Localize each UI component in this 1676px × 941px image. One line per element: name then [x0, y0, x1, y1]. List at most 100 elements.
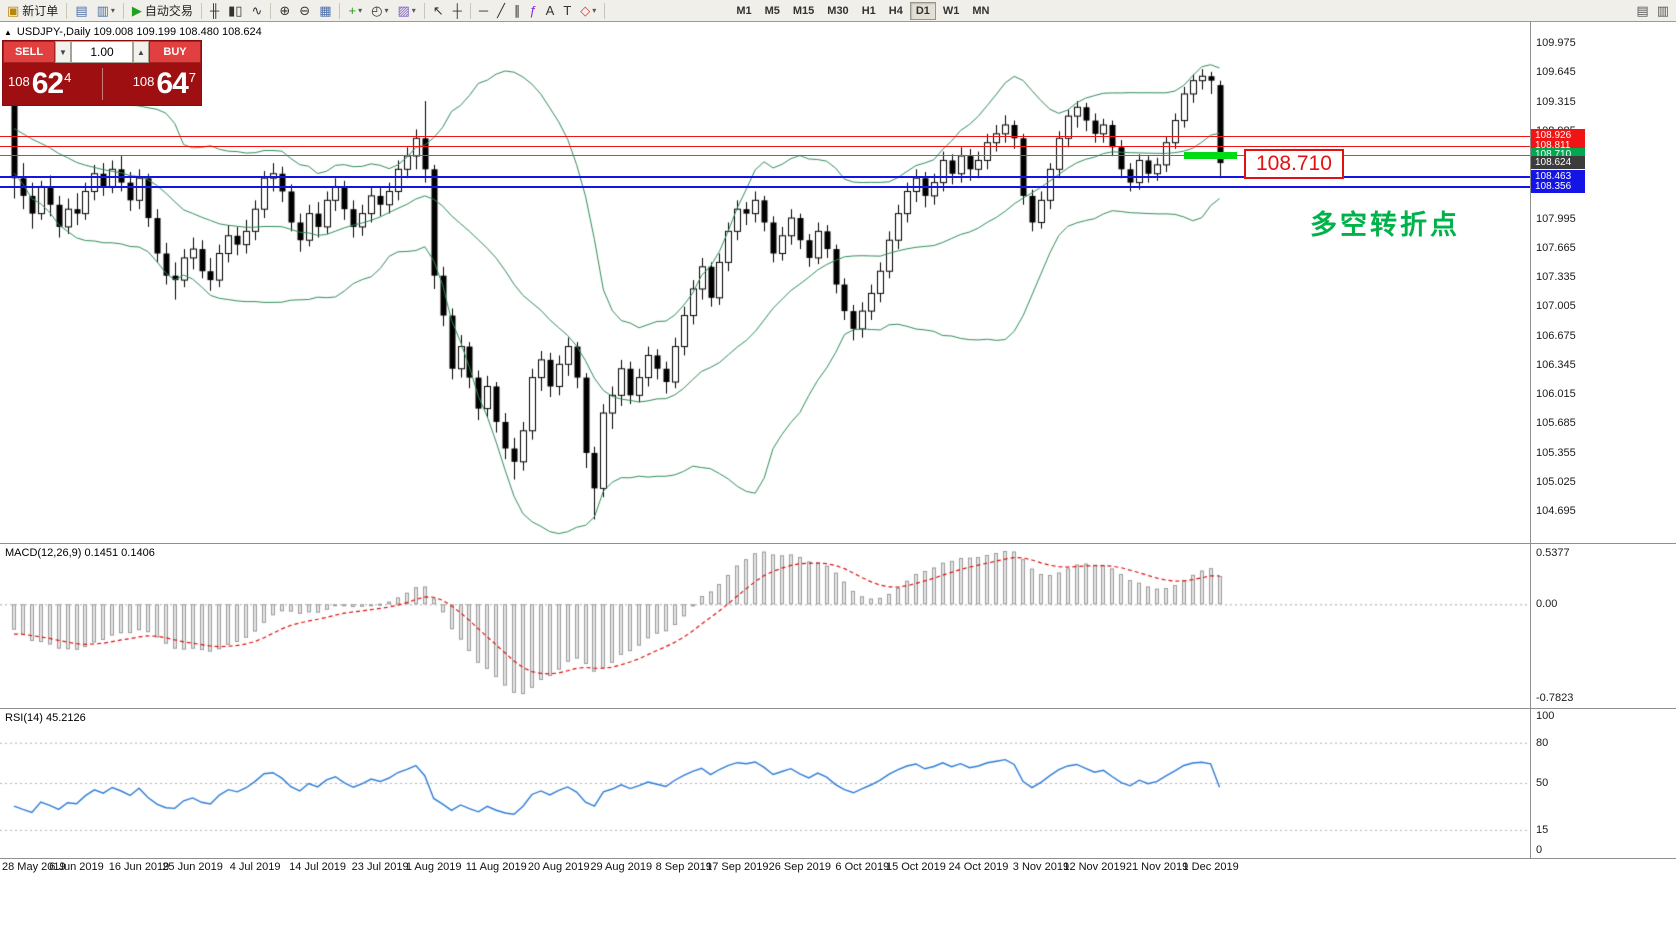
candlestick-type-button[interactable]: ▮▯	[224, 1, 246, 21]
macd-label: MACD(12,26,9) 0.1451 0.1406	[5, 547, 155, 559]
zoom-out-icon: ⊖	[299, 2, 311, 18]
timeframe-d1-button[interactable]: D1	[909, 1, 936, 20]
horizontal-level-line[interactable]	[0, 146, 1530, 148]
dropdown-arrow-icon[interactable]: ▾	[384, 6, 389, 15]
horizontal-level-line[interactable]	[0, 176, 1530, 179]
dropdown-arrow-icon[interactable]: ▾	[592, 6, 597, 15]
date-label: 15 Oct 2019	[885, 861, 946, 873]
charts-bar-button[interactable]: ▤	[71, 1, 91, 21]
horizontal-level-line[interactable]	[0, 185, 1530, 188]
volume-spinner[interactable]: ▲	[133, 41, 149, 63]
dropdown-arrow-icon[interactable]: ▾	[358, 6, 363, 15]
sell-button[interactable]: SELL	[3, 41, 55, 63]
templates-icon: ▨	[397, 2, 410, 18]
horizontal-level-line[interactable]	[0, 155, 1530, 157]
fibonacci-icon: ƒ	[529, 2, 537, 18]
rsi-axis-label: 50	[1536, 777, 1549, 789]
price-axis-label: 105.355	[1536, 446, 1576, 459]
timeframe-w1-button[interactable]: W1	[942, 4, 960, 17]
date-label: 6 Jun 2019	[49, 861, 104, 873]
sell-price[interactable]: 108624	[3, 67, 102, 101]
fibonacci-button[interactable]: ƒ	[525, 1, 540, 21]
price-tag: 108.356	[1531, 179, 1585, 193]
toolbar-right-group: ▤ ▥	[1632, 1, 1673, 21]
new-order-button[interactable]: ▣ 新订单	[3, 1, 62, 21]
panel-separator	[0, 858, 1676, 859]
horizontal-level-line[interactable]	[0, 135, 1530, 137]
price-axis-label: 107.005	[1536, 300, 1576, 313]
autotrade-button-label: 自动交易	[144, 4, 193, 18]
macd-panel-canvas[interactable]	[0, 543, 1530, 708]
panel-separator[interactable]	[0, 708, 1676, 709]
price-axis-border	[1530, 22, 1531, 858]
equidistant-channel-button[interactable]: ∥	[510, 1, 525, 21]
price-axis-label: 107.995	[1536, 212, 1576, 225]
dropdown-arrow-icon[interactable]: ▾	[411, 6, 416, 15]
dropdown-arrow-icon[interactable]: ▾	[110, 6, 115, 15]
trendline-button[interactable]: ╱	[493, 1, 509, 21]
bar-chart-type-button[interactable]: ╫	[206, 1, 223, 21]
buy-price[interactable]: 108647	[103, 67, 202, 101]
timeframe-h1-button[interactable]: H1	[861, 4, 876, 17]
cursor-button[interactable]: ↖	[429, 1, 448, 21]
date-label: 11 Aug 2019	[465, 861, 527, 873]
timeframe-m15-button[interactable]: M15	[792, 4, 815, 17]
print-icon: ▤	[1636, 2, 1649, 18]
symbol-ohlc-text: USDJPY-,Daily 109.008 109.199 108.480 10…	[16, 26, 262, 38]
snapshot-button[interactable]: ▥	[1653, 1, 1673, 21]
sell-price-base: 108	[8, 74, 30, 89]
one-click-panel-toggle-icon[interactable]: ▲	[4, 27, 12, 37]
price-axis-label: 106.345	[1536, 358, 1576, 371]
print-button[interactable]: ▤	[1632, 1, 1652, 21]
timeframe-h4-button[interactable]: H4	[888, 4, 903, 17]
zoom-out-button[interactable]: ⊖	[295, 1, 314, 21]
price-axis-label: 105.025	[1536, 475, 1576, 488]
date-label: 12 Nov 2019	[1063, 861, 1126, 873]
volume-input[interactable]	[71, 41, 133, 63]
main-chart-canvas[interactable]	[0, 22, 1530, 543]
horizontal-line-button[interactable]: ─	[475, 1, 492, 21]
arrows-button[interactable]: ◇ ▾	[576, 1, 600, 21]
text-button[interactable]: A	[542, 1, 559, 21]
autotrade-button[interactable]: ▶ 自动交易	[128, 1, 197, 21]
crosshair-button[interactable]: ┼	[449, 1, 466, 21]
macd-axis-label: 0.00	[1536, 598, 1558, 611]
rsi-panel-canvas[interactable]	[0, 708, 1530, 858]
text-label-icon: T	[563, 2, 572, 18]
price-axis-label: 106.675	[1536, 329, 1576, 342]
zoom-in-button[interactable]: ⊕	[275, 1, 294, 21]
buy-price-pip: 7	[188, 70, 196, 85]
highlighted-level-segment[interactable]	[1183, 151, 1238, 159]
order-type-dropdown[interactable]: ▼	[55, 41, 71, 63]
timeframe-mn-button[interactable]: MN	[972, 4, 990, 17]
toolbar-separator	[469, 2, 471, 19]
price-axis-label: 106.015	[1536, 388, 1576, 400]
timeframe-m1-button[interactable]: M1	[736, 4, 752, 17]
panel-separator[interactable]	[0, 543, 1676, 544]
toolbar-separator	[122, 2, 124, 19]
equidistant-channel-icon: ∥	[513, 2, 521, 18]
sell-price-pip: 4	[64, 70, 72, 85]
price-callout[interactable]: 108.710	[1244, 149, 1344, 179]
cursor-icon: ↖	[432, 2, 444, 18]
indicators-icon: +	[348, 2, 357, 18]
periods-button[interactable]: ◴ ▾	[367, 1, 392, 21]
line-chart-type-button[interactable]: ∿	[247, 1, 266, 21]
charts-bar-icon: ▤	[75, 2, 88, 18]
candlestick-type-icon: ▮▯	[228, 2, 243, 18]
macd-axis-label: -0.7823	[1536, 692, 1574, 704]
indicators-button[interactable]: + ▾	[344, 1, 366, 21]
snapshot-icon: ▥	[1656, 2, 1669, 18]
timeframe-m30-button[interactable]: M30	[827, 4, 849, 17]
text-label-button[interactable]: T	[559, 1, 575, 21]
date-label: 21 Nov 2019	[1125, 861, 1189, 873]
one-click-trading-panel: SELL ▼ ▲ BUY 108624 108647	[2, 40, 202, 106]
chart-ohlc-info: ▲ USDJPY-,Daily 109.008 109.199 108.480 …	[4, 26, 262, 38]
buy-button[interactable]: BUY	[149, 41, 201, 63]
timeframe-m5-button[interactable]: M5	[764, 4, 780, 17]
profiles-button[interactable]: ▥ ▾	[93, 1, 119, 21]
date-label: 1 Aug 2019	[405, 861, 462, 873]
templates-button[interactable]: ▨ ▾	[393, 1, 419, 21]
tile-windows-button[interactable]: ▦	[315, 1, 335, 21]
price-axis-label: 105.685	[1536, 417, 1576, 430]
